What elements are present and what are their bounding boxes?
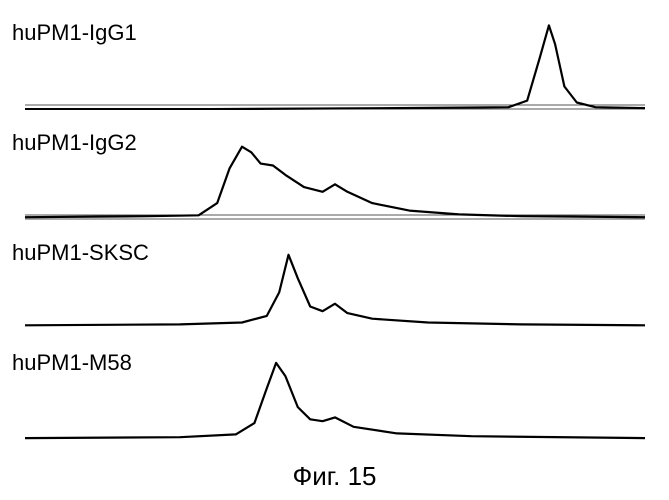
trace-igg1 [25, 10, 645, 110]
figure-caption: Фиг. 15 [0, 461, 669, 492]
panel-igg1: huPM1-IgG1 [0, 10, 669, 110]
trace-sksc [25, 230, 645, 330]
trace-m58 [25, 340, 645, 440]
trace-igg2 [25, 120, 645, 220]
panel-m58: huPM1-M58 [0, 340, 669, 440]
panel-igg2: huPM1-IgG2 [0, 120, 669, 220]
figure-root: huPM1-IgG1 huPM1-IgG2 huPM1-SKSC huPM1-M… [0, 0, 669, 500]
panel-sksc: huPM1-SKSC [0, 230, 669, 330]
